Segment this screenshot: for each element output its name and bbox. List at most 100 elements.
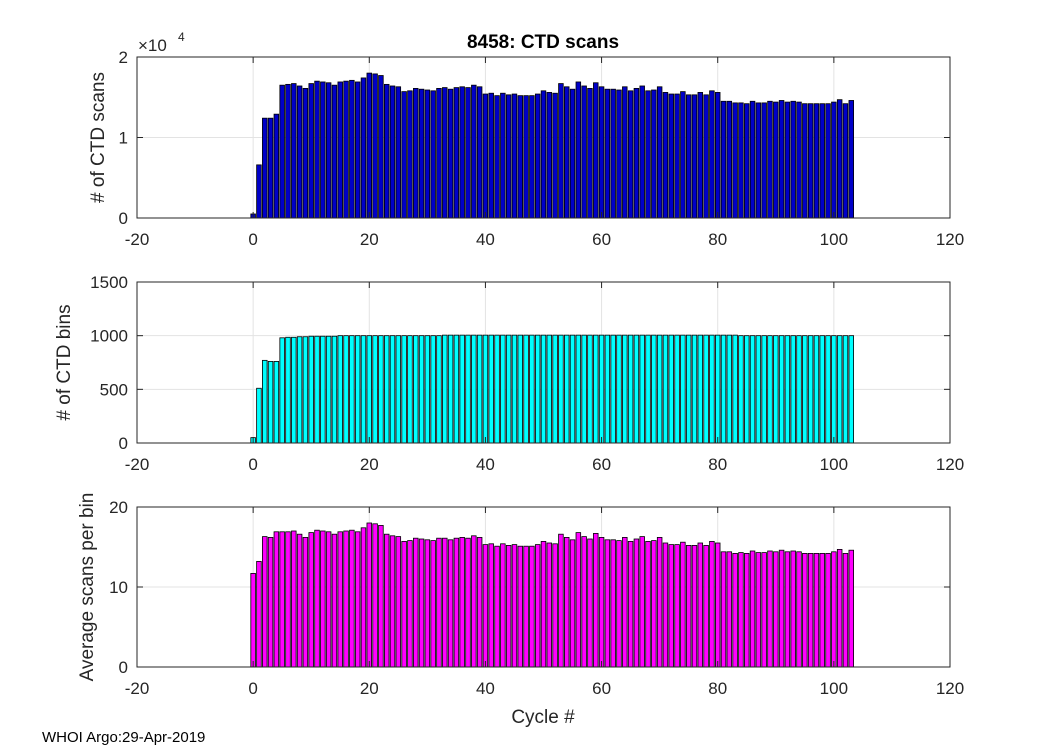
bar-cycle-86 — [749, 335, 756, 444]
x-tick-label: 60 — [592, 230, 611, 249]
bar-cycle-77 — [697, 542, 704, 668]
bar-cycle-96 — [807, 103, 814, 219]
bar-cycle-25 — [395, 86, 402, 219]
bar-cycle-36 — [459, 334, 465, 444]
bar-cycle-71 — [662, 92, 669, 219]
bar-cycle-73 — [674, 334, 680, 444]
bar-cycle-25 — [395, 536, 402, 668]
bar-cycle-36 — [459, 86, 465, 219]
bar-cycle-71 — [662, 334, 669, 444]
bar-cycle-68 — [645, 541, 651, 668]
bar-cycle-78 — [703, 94, 709, 219]
bar-cycle-83 — [732, 102, 738, 219]
bar-cycle-90 — [773, 551, 779, 668]
bar-cycle-38 — [471, 84, 477, 219]
y-exponent-power: 4 — [178, 30, 185, 44]
bar-cycle-75 — [685, 94, 692, 219]
bar-cycle-74 — [680, 541, 686, 668]
bar-cycle-15 — [337, 335, 343, 444]
bar-cycle-59 — [593, 533, 599, 668]
bar-cycle-58 — [587, 334, 593, 444]
bar-cycle-30 — [424, 335, 431, 444]
bars-avg-scans — [250, 522, 855, 668]
bar-cycle-60 — [598, 86, 605, 219]
bar-cycle-100 — [831, 551, 837, 668]
bar-cycle-18 — [354, 531, 361, 668]
bar-cycle-66 — [633, 538, 640, 668]
bar-cycle-28 — [413, 537, 419, 668]
bar-cycle-58 — [587, 87, 593, 219]
bar-cycle-63 — [616, 334, 622, 444]
bar-cycle-103 — [848, 100, 855, 219]
bar-cycle-88 — [761, 552, 767, 668]
bar-cycle-30 — [424, 89, 431, 219]
bar-cycle-26 — [401, 335, 407, 444]
bar-cycle-13 — [325, 335, 332, 444]
bar-cycle-94 — [796, 335, 802, 444]
bar-cycle-52 — [552, 92, 558, 219]
bar-cycle-99 — [825, 103, 831, 219]
bar-cycle-1 — [256, 561, 262, 668]
bar-cycle-46 — [517, 545, 523, 668]
bar-cycle-64 — [622, 334, 628, 444]
bar-cycle-66 — [633, 87, 640, 219]
bar-cycle-64 — [622, 86, 628, 219]
y-axis-label-avg-scans: Average scans per bin — [77, 493, 98, 682]
bar-cycle-86 — [749, 550, 756, 668]
bar-cycle-65 — [627, 541, 634, 668]
y-tick-label: 500 — [100, 380, 128, 399]
y-axis-label-ctd-bins: # of CTD bins — [54, 304, 75, 420]
bar-cycle-91 — [778, 549, 785, 668]
bar-cycle-31 — [430, 540, 436, 668]
bar-cycle-40 — [482, 334, 489, 444]
bar-cycle-103 — [848, 335, 855, 444]
bar-cycle-55 — [569, 539, 576, 668]
bar-cycle-48 — [529, 545, 535, 668]
footer-credit: WHOI Argo:29-Apr-2019 — [42, 729, 205, 746]
bar-cycle-50 — [540, 541, 547, 668]
bar-cycle-2 — [262, 117, 268, 219]
bar-cycle-6 — [285, 83, 291, 219]
bar-cycle-7 — [291, 83, 297, 219]
bar-cycle-95 — [802, 103, 808, 219]
bar-cycle-87 — [755, 102, 762, 219]
bar-cycle-60 — [598, 537, 605, 668]
x-tick-label: 100 — [820, 455, 848, 474]
bar-cycle-17 — [349, 335, 355, 444]
bar-cycle-75 — [685, 545, 692, 668]
bar-cycle-57 — [581, 334, 587, 444]
bar-cycle-44 — [505, 334, 512, 444]
bar-cycle-76 — [691, 545, 698, 668]
bar-cycle-50 — [540, 334, 547, 444]
bar-cycle-80 — [714, 542, 721, 668]
bar-cycle-17 — [349, 79, 355, 219]
bar-cycle-65 — [627, 334, 634, 444]
bar-cycle-54 — [564, 537, 570, 668]
bar-cycle-18 — [354, 81, 361, 219]
x-tick-label: 0 — [248, 679, 257, 698]
bar-cycle-49 — [534, 334, 541, 444]
panel-avg-scans: -20 0 20 40 60 80 100 120 0 10 20 Average scans pe… — [77, 493, 964, 698]
bar-cycle-36 — [459, 537, 465, 668]
panel-ctd-scans: -20 0 20 40 60 80 100 120 0 1 2 # of CTD scans — [88, 48, 964, 249]
x-tick-label: 20 — [360, 679, 379, 698]
bar-cycle-9 — [302, 87, 309, 219]
bar-cycle-27 — [407, 90, 413, 219]
bar-cycle-51 — [546, 334, 553, 444]
bar-cycle-5 — [279, 337, 285, 444]
bar-cycle-26 — [401, 541, 407, 668]
bar-cycle-87 — [755, 552, 762, 668]
bar-cycle-16 — [343, 335, 349, 444]
bar-cycle-47 — [523, 95, 529, 219]
bar-cycle-101 — [836, 99, 843, 219]
bar-cycle-9 — [302, 537, 309, 668]
x-tick-label: 80 — [708, 455, 727, 474]
bar-cycle-89 — [767, 335, 773, 444]
bar-cycle-53 — [558, 83, 564, 219]
bar-cycle-63 — [616, 89, 622, 219]
x-tick-label: 20 — [360, 230, 379, 249]
x-tick-label: 120 — [936, 679, 964, 698]
bar-cycle-11 — [314, 529, 320, 668]
bar-cycle-8 — [296, 336, 303, 444]
bar-cycle-29 — [418, 335, 425, 444]
